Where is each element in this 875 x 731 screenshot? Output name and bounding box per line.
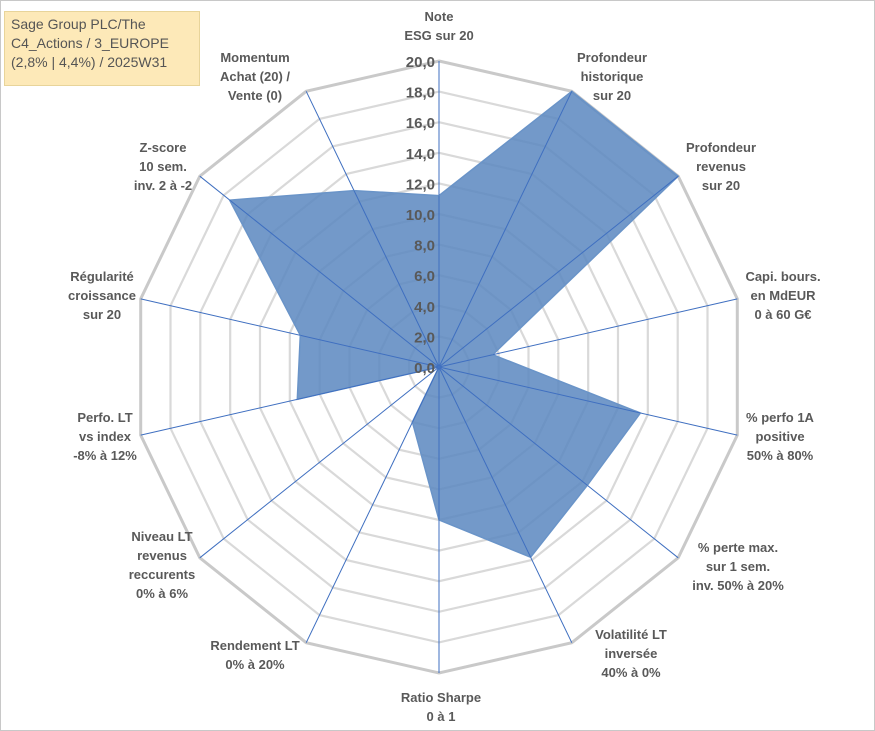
axis-label-5-line-2: positive [755, 429, 804, 444]
axis-label-4-line-1: Capi. bours. [745, 269, 820, 284]
axis-label-6-line-2: sur 1 sem. [706, 559, 770, 574]
axis-label-14: Momentum Achat (20) / Vente (0) [220, 50, 290, 103]
axis-label-5-line-3: 50% à 80% [747, 448, 814, 463]
axis-label-2-line-2: historique [581, 69, 644, 84]
axis-label-10-line-4: 0% à 6% [136, 586, 188, 601]
axis-label-11: Perfo. LT vs index -8% à 12% [73, 410, 137, 463]
axis-label-1-line-1: Note [425, 9, 454, 24]
axis-label-2: Profondeur historique sur 20 [577, 50, 647, 103]
data-series-area [228, 90, 680, 559]
axis-label-12: Régularité croissance sur 20 [68, 269, 136, 322]
tick-label-8: 16,0 [406, 115, 435, 132]
axis-label-2-line-1: Profondeur [577, 50, 647, 65]
data-point-3 [677, 175, 679, 177]
title-line-3: (2,8% | 4,4%) / 2025W31 [11, 54, 168, 70]
tick-label-1: 2,0 [414, 329, 435, 346]
data-point-13 [229, 199, 231, 201]
axis-label-14-line-1: Momentum [220, 50, 289, 65]
axis-label-10-line-2: revenus [137, 548, 187, 563]
data-point-1 [438, 195, 440, 197]
axis-label-10: Niveau LT revenus reccurents 0% à 6% [129, 529, 195, 601]
axis-label-7: Volatilité LT inversée 40% à 0% [595, 627, 667, 680]
data-point-7 [530, 556, 532, 558]
axis-label-10-line-1: Niveau LT [131, 529, 192, 544]
axis-label-11-line-3: -8% à 12% [73, 448, 137, 463]
tick-label-4: 8,0 [414, 238, 435, 255]
axis-label-11-line-1: Perfo. LT [77, 410, 132, 425]
axis-label-8-line-2: 0 à 1 [427, 709, 456, 724]
axis-label-12-line-2: croissance [68, 288, 136, 303]
axis-label-7-line-3: 40% à 0% [601, 665, 661, 680]
axis-label-13: Z-score 10 sem. inv. 2 à -2 [134, 140, 192, 193]
data-point-8 [438, 519, 440, 521]
tick-label-9: 18,0 [406, 85, 435, 102]
axis-label-13-line-3: inv. 2 à -2 [134, 178, 192, 193]
axis-spoke-3 [438, 175, 679, 368]
axis-label-7-line-2: inversée [605, 646, 658, 661]
axis-label-12-line-1: Régularité [70, 269, 134, 284]
axis-spoke-5 [438, 366, 738, 436]
tick-label-0: 0,0 [414, 360, 435, 377]
axis-label-3-line-1: Profondeur [686, 140, 756, 155]
title-line-1: Sage Group PLC/The [11, 16, 146, 32]
axis-spoke-6 [438, 366, 679, 559]
tick-label-5: 10,0 [406, 207, 435, 224]
axis-label-3-line-3: sur 20 [702, 178, 740, 193]
data-point-9 [411, 421, 413, 423]
axis-label-9-line-2: 0% à 20% [225, 657, 285, 672]
title-line-2: C4_Actions / 3_EUROPE [11, 35, 169, 51]
axis-spoke-2 [438, 91, 573, 368]
data-point-10 [438, 366, 440, 368]
axis-spoke-13 [199, 175, 440, 368]
data-point-4 [492, 354, 494, 356]
axis-label-14-line-2: Achat (20) / [220, 69, 290, 84]
axis-spoke-12 [140, 298, 440, 368]
data-point-14 [353, 190, 355, 192]
tick-label-10: 20,0 [406, 54, 435, 71]
data-point-6 [586, 484, 588, 486]
axis-label-6-line-3: inv. 50% à 20% [692, 578, 784, 593]
axis-label-10-line-3: reccurents [129, 567, 195, 582]
chart-title-box: Sage Group PLC/The C4_Actions / 3_EUROPE… [4, 11, 200, 86]
axis-label-2-line-3: sur 20 [593, 88, 631, 103]
tick-label-2: 4,0 [414, 299, 435, 316]
axis-label-13-line-2: 10 sem. [139, 159, 187, 174]
data-point-2 [571, 90, 573, 92]
axis-label-6: % perte max. sur 1 sem. inv. 50% à 20% [692, 540, 784, 593]
tick-label-6: 12,0 [406, 176, 435, 193]
axis-label-1: Note ESG sur 20 [404, 9, 473, 43]
axis-label-8-line-1: Ratio Sharpe [401, 690, 481, 705]
axis-label-5: % perfo 1A positive 50% à 80% [746, 410, 815, 463]
axis-label-13-line-1: Z-score [140, 140, 187, 155]
axis-label-4-line-3: 0 à 60 G€ [754, 307, 811, 322]
axis-label-9: Rendement LT 0% à 20% [210, 638, 299, 672]
tick-label-3: 6,0 [414, 268, 435, 285]
axis-label-8: Ratio Sharpe 0 à 1 [401, 690, 481, 724]
axis-spoke-7 [438, 366, 573, 643]
axis-label-5-line-1: % perfo 1A [746, 410, 815, 425]
axis-label-4: Capi. bours. en MdEUR 0 à 60 G€ [745, 269, 820, 322]
axis-spoke-11 [140, 366, 440, 436]
tick-label-7: 14,0 [406, 146, 435, 163]
axis-spoke-4 [438, 298, 738, 368]
axis-label-14-line-3: Vente (0) [228, 88, 282, 103]
data-point-12 [299, 334, 301, 336]
axis-label-12-line-3: sur 20 [83, 307, 121, 322]
axis-label-1-line-2: ESG sur 20 [404, 28, 473, 43]
axis-label-4-line-2: en MdEUR [751, 288, 817, 303]
axis-label-3: Profondeur revenus sur 20 [686, 140, 756, 193]
axis-label-9-line-1: Rendement LT [210, 638, 299, 653]
axis-label-11-line-2: vs index [79, 429, 132, 444]
axis-spoke-14 [305, 91, 440, 368]
axis-spoke-9 [305, 366, 440, 643]
axis-label-6-line-1: % perte max. [698, 540, 778, 555]
axis-label-7-line-1: Volatilité LT [595, 627, 667, 642]
data-point-5 [639, 412, 641, 414]
axis-spoke-10 [199, 366, 440, 559]
data-point-11 [296, 398, 298, 400]
axis-label-3-line-2: revenus [696, 159, 746, 174]
